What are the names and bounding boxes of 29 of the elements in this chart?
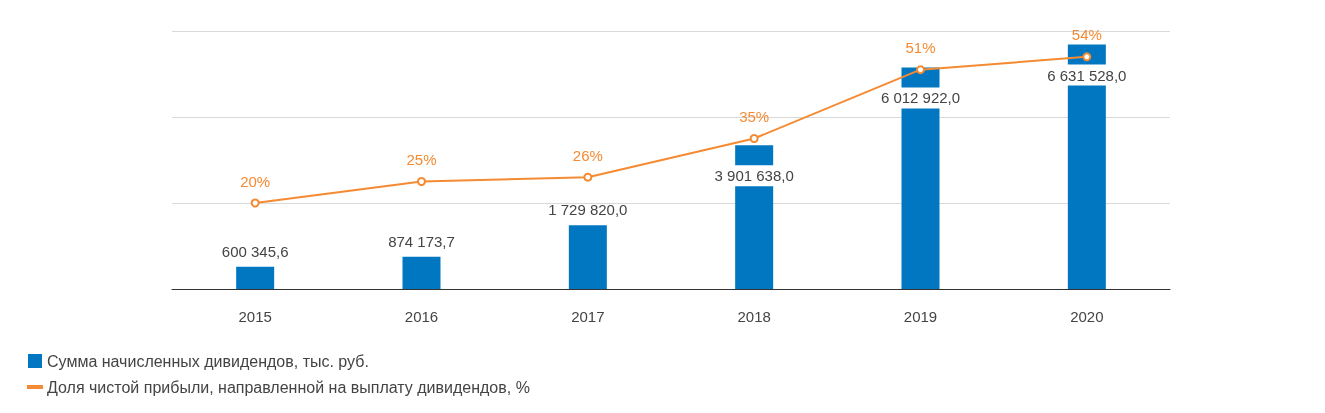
bar — [402, 256, 441, 289]
data-label: 35% — [739, 108, 770, 125]
data-label: 54% — [1071, 26, 1102, 44]
bar — [236, 266, 275, 289]
data-label: 26% — [572, 146, 603, 164]
data-label: 6 012 922,0 — [880, 89, 961, 107]
data-label: 20% — [240, 172, 271, 190]
x-tick-label: 2015 — [238, 308, 272, 325]
data-label: 1 729 820,0 — [548, 201, 628, 219]
x-tick-label: 2016 — [404, 308, 439, 325]
point — [417, 177, 426, 186]
data-label: 6 631 528,0 — [1047, 66, 1127, 84]
x-tick-label: 2018 — [737, 308, 771, 325]
x-tick-label: 2017 — [571, 308, 605, 325]
legend-label: Сумма начисленных дивидендов, тыс. руб. — [47, 352, 369, 370]
data-label: 874 173,7 — [388, 232, 455, 250]
point — [250, 198, 260, 208]
bar — [568, 225, 607, 289]
point — [583, 172, 593, 182]
point — [749, 134, 759, 143]
data-label: 3 901 638,0 — [714, 167, 794, 185]
point — [916, 65, 925, 75]
data-label: 600 345,6 — [221, 242, 289, 260]
data-label: 25% — [406, 151, 437, 168]
x-tick-label: 2019 — [903, 308, 938, 325]
point — [1082, 52, 1092, 62]
data-label: 51% — [905, 39, 936, 57]
legend-label: Доля чистой прибыли, направленной на выплату дивидендов, % — [47, 378, 530, 396]
x-tick-label: 2020 — [1070, 308, 1104, 325]
